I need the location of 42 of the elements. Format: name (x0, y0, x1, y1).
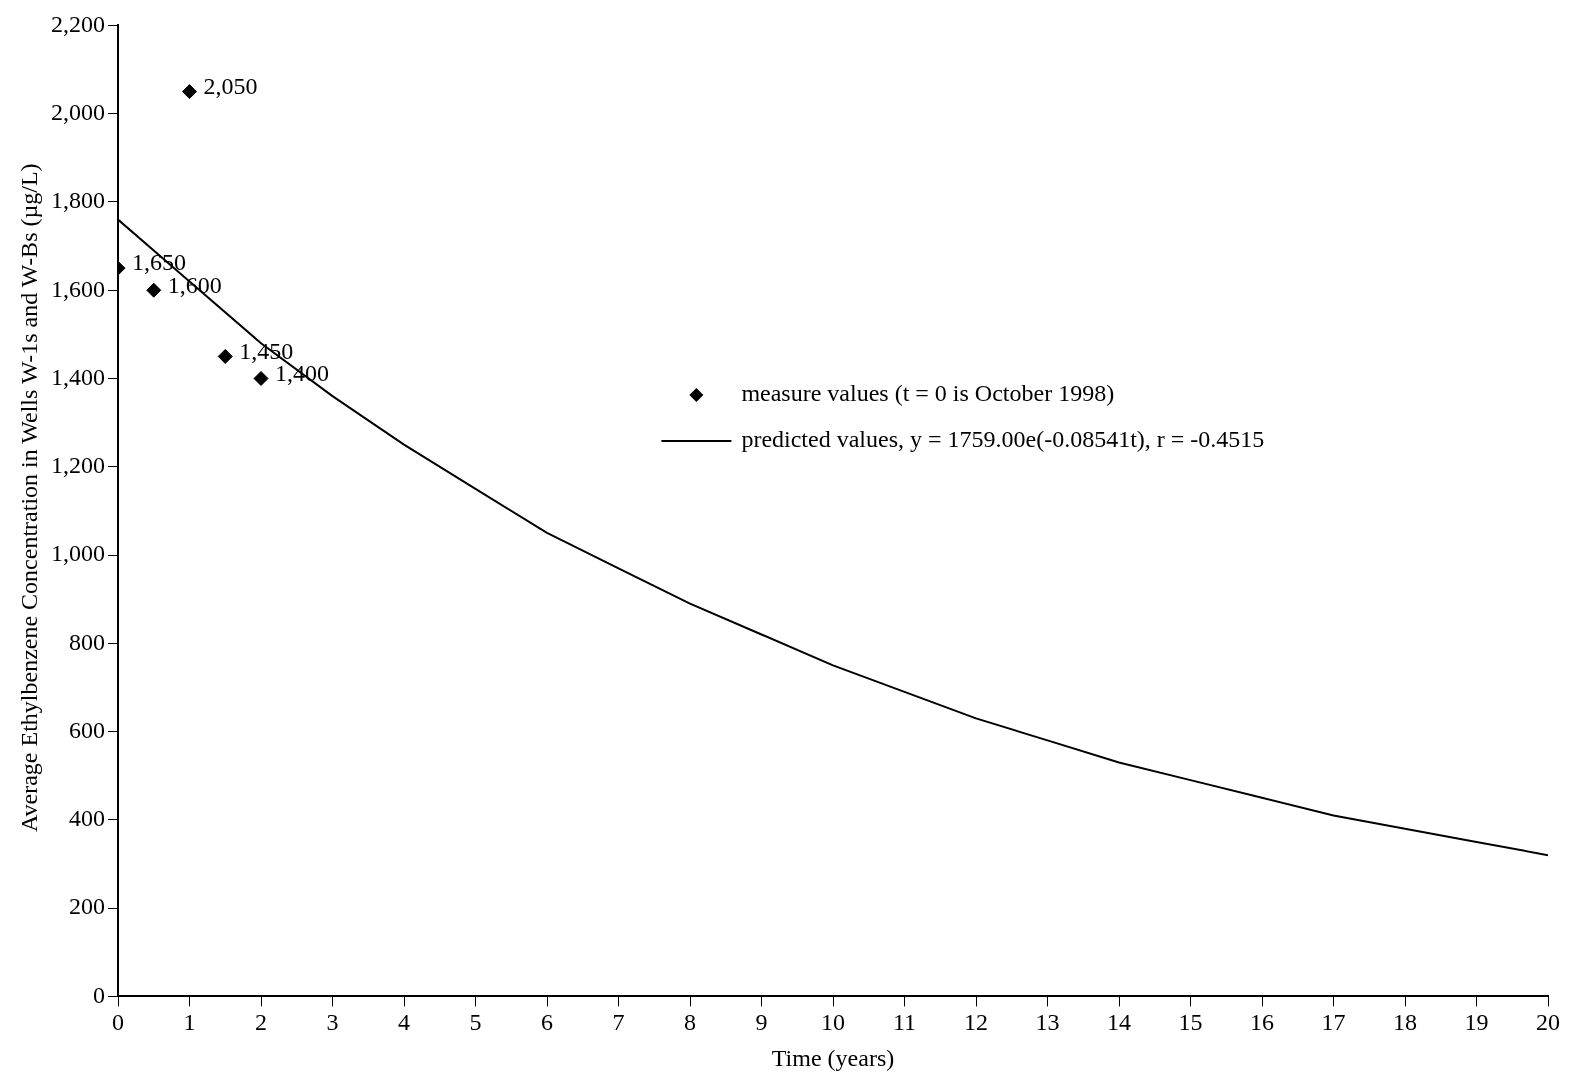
legend-label: predicted values, y = 1759.00e(-0.08541t), r = -0.4515 (741, 426, 1265, 453)
x-tick-label: 3 (326, 1009, 339, 1036)
x-tick-label: 14 (1107, 1009, 1131, 1036)
x-tick-label: 15 (1178, 1009, 1203, 1036)
x-tick-label: 9 (755, 1009, 768, 1036)
y-tick-label: 600 (69, 716, 105, 743)
x-tick-label: 7 (612, 1009, 625, 1036)
x-tick-label: 6 (541, 1009, 553, 1036)
x-tick-label: 17 (1321, 1009, 1346, 1036)
legend-label: measure values (t = 0 is October 1998) (741, 380, 1115, 407)
point (146, 282, 162, 298)
x-tick-label: 2 (255, 1009, 267, 1036)
y-tick-label: 0 (93, 981, 105, 1008)
x-tick-label: 11 (892, 1009, 917, 1036)
point (182, 84, 197, 100)
y-tick-label: 400 (69, 805, 105, 832)
x-tick-label: 10 (821, 1009, 845, 1036)
x-tick-label: 8 (684, 1009, 696, 1036)
x-tick-label: 18 (1393, 1009, 1417, 1036)
x-tick-label: 1 (183, 1009, 196, 1036)
y-tick-label: 2,200 (51, 10, 105, 37)
x-tick-label: 4 (398, 1009, 410, 1036)
point (217, 348, 233, 364)
y-tick-label: 1,800 (51, 187, 105, 214)
x-tick-label: 12 (964, 1009, 988, 1036)
y-tick-label: 2,000 (51, 98, 105, 125)
y-tick-label: 1,400 (51, 363, 105, 390)
data-label: 2,050 (203, 72, 258, 99)
point (253, 370, 269, 386)
y-tick-label: 200 (69, 893, 105, 920)
x-tick-label: 5 (469, 1009, 482, 1036)
x-tick-label: 19 (1464, 1009, 1489, 1036)
y-tick-label: 800 (69, 628, 105, 655)
y-tick-label: 1,600 (51, 275, 105, 302)
x-tick-label: 0 (112, 1009, 124, 1036)
y-axis-title: Average Ethylbenzene Concentration in Wells W-1s and W-Bs (µg/L) (16, 162, 43, 835)
x-axis-title: Time (years) (771, 1044, 895, 1071)
x-tick-label: 13 (1035, 1009, 1060, 1036)
y-tick-label: 1,000 (51, 540, 105, 567)
y-tick-label: 1,200 (51, 452, 105, 479)
x-tick-label: 16 (1250, 1009, 1274, 1036)
x-tick-label: 20 (1536, 1009, 1560, 1036)
